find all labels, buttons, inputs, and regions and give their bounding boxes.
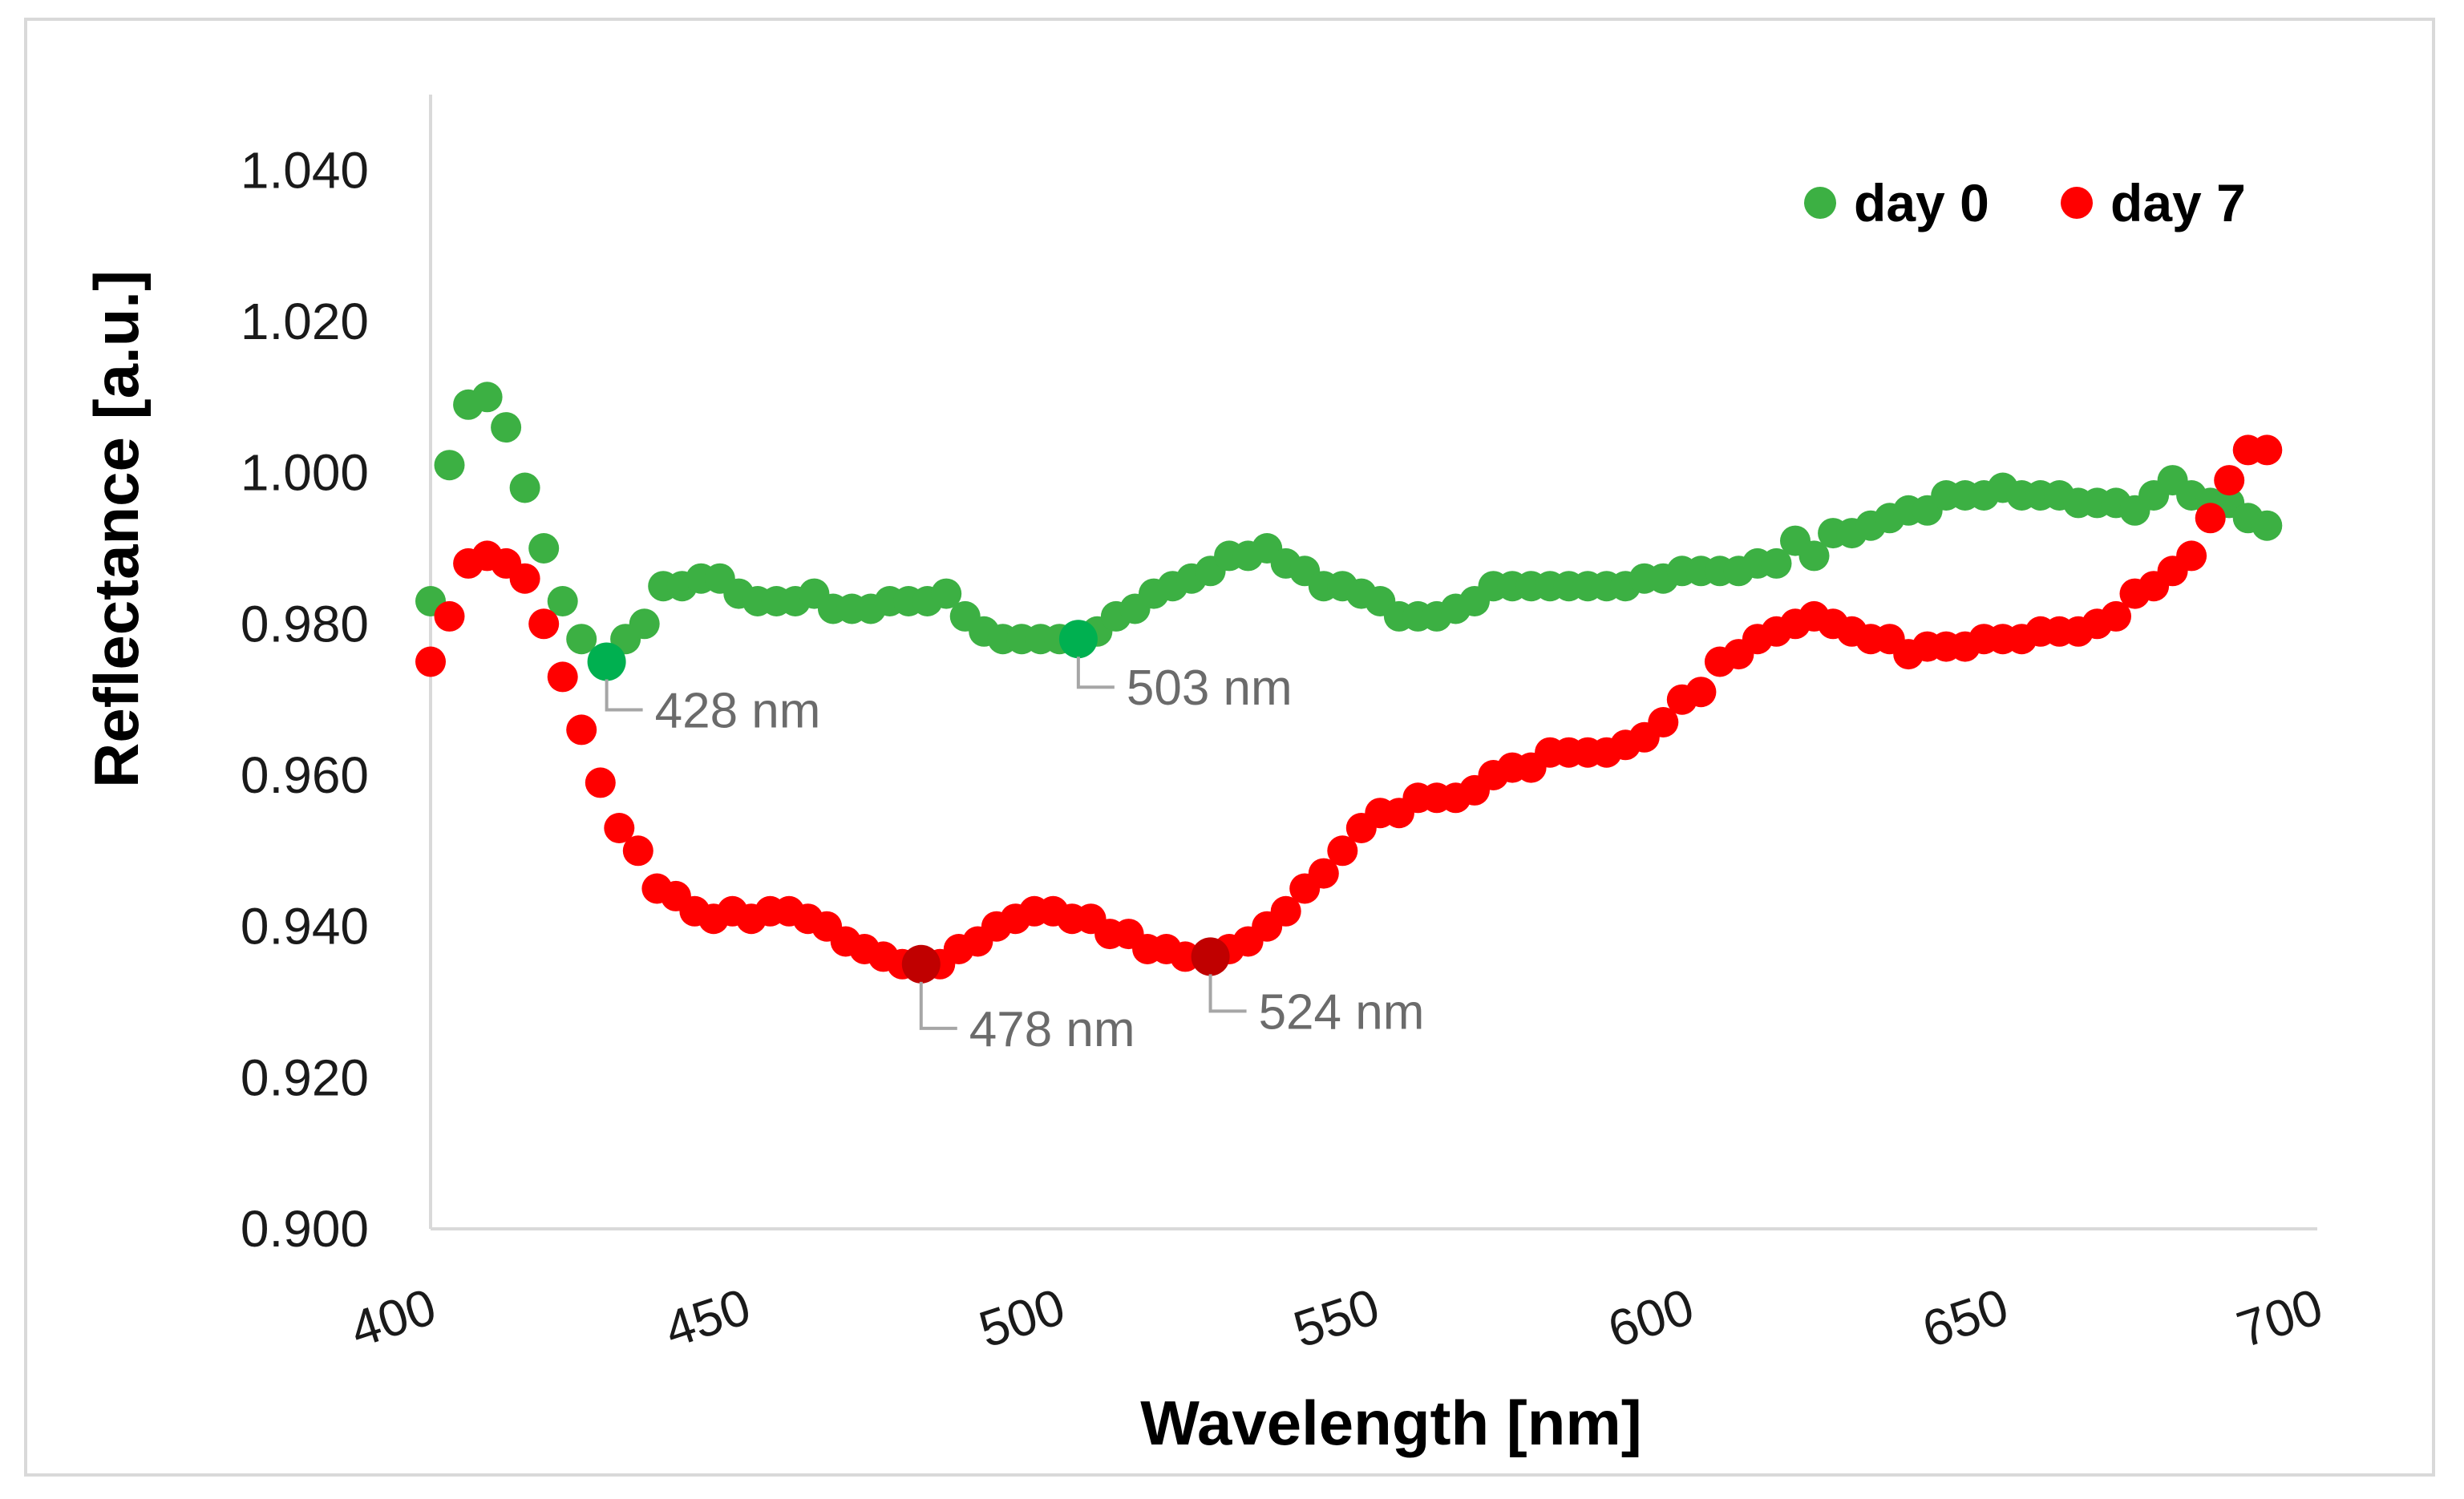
annotation-leader-line xyxy=(919,981,957,1030)
annotation-marker xyxy=(1191,937,1230,976)
y-tick-label: 0.940 xyxy=(241,898,369,956)
data-point-day-0 xyxy=(434,450,465,481)
y-tick-label: 0.980 xyxy=(241,595,369,653)
data-point-day-0 xyxy=(566,624,597,655)
data-point-day-7 xyxy=(1308,858,1339,889)
data-point-day-0 xyxy=(471,382,503,413)
annotation-marker xyxy=(901,944,941,984)
annotation-label: 428 nm xyxy=(655,684,821,739)
data-point-day-7 xyxy=(528,608,560,640)
x-tick-label: 700 xyxy=(2230,1277,2329,1358)
data-point-day-0 xyxy=(1798,540,1830,572)
legend-marker-day7 xyxy=(2061,187,2093,219)
data-point-day-0 xyxy=(1761,547,1792,579)
annotation-marker xyxy=(587,642,626,681)
data-point-day-7 xyxy=(2101,600,2131,632)
series-layer xyxy=(415,382,2283,980)
data-point-day-0 xyxy=(931,578,962,609)
data-point-day-0 xyxy=(547,586,578,616)
y-axis-title: Reflectance [a.u.] xyxy=(81,270,152,788)
legend: day 0 day 7 xyxy=(1804,173,2246,232)
data-point-day-0 xyxy=(629,608,660,640)
annotation-marker xyxy=(1058,620,1098,659)
annotation-label: 478 nm xyxy=(969,1002,1135,1057)
data-point-day-7 xyxy=(2252,434,2283,466)
y-tick-label: 0.960 xyxy=(241,746,369,804)
y-tick-label: 1.000 xyxy=(241,444,369,502)
data-point-day-7 xyxy=(509,563,540,594)
x-axis-title: Wavelength [nm] xyxy=(1140,1388,1641,1458)
data-point-day-7 xyxy=(1327,835,1358,867)
data-point-day-7 xyxy=(2195,503,2226,534)
annotation-leader-line xyxy=(1208,974,1247,1013)
data-point-day-0 xyxy=(2252,510,2283,541)
legend-label-day7: day 7 xyxy=(2110,173,2246,232)
chart-frame xyxy=(24,18,2435,1477)
data-point-day-7 xyxy=(585,767,616,798)
x-tick-label: 650 xyxy=(1916,1277,2015,1358)
data-point-day-7 xyxy=(622,835,653,867)
data-point-day-7 xyxy=(1270,895,1301,927)
series-day-0 xyxy=(415,382,2283,677)
data-point-day-7 xyxy=(1685,677,1717,708)
series-day-7 xyxy=(415,434,2283,980)
y-tick-label: 0.920 xyxy=(241,1048,369,1106)
legend-label-day0: day 0 xyxy=(1854,173,1989,232)
data-point-day-7 xyxy=(547,661,578,693)
data-point-day-7 xyxy=(604,813,635,843)
data-point-day-7 xyxy=(2214,465,2245,496)
axes xyxy=(429,95,2317,1230)
x-tick-labels: 400 450 500 550 600 650 700 xyxy=(343,1277,2329,1358)
annotation-leader-line xyxy=(605,679,643,712)
data-point-day-7 xyxy=(1648,707,1679,737)
y-tick-label: 1.040 xyxy=(241,141,369,199)
x-tick-label: 500 xyxy=(973,1277,1072,1358)
annotation-leader-line xyxy=(1076,657,1115,689)
data-point-day-7 xyxy=(2176,540,2207,572)
annotation-label: 524 nm xyxy=(1259,984,1425,1040)
data-point-day-7 xyxy=(566,714,597,745)
data-point-day-7 xyxy=(415,646,446,677)
y-tick-label: 1.020 xyxy=(241,293,369,350)
x-tick-label: 400 xyxy=(343,1277,443,1358)
data-point-day-7 xyxy=(434,600,465,632)
annotation-label: 503 nm xyxy=(1127,661,1293,716)
data-point-day-0 xyxy=(509,472,540,503)
data-point-day-0 xyxy=(491,412,522,443)
y-tick-labels: 0.900 0.920 0.940 0.960 0.980 1.000 1.020 1.040 xyxy=(241,141,369,1258)
y-tick-label: 0.900 xyxy=(241,1200,369,1258)
annotation-layer: 428 nm 503 nm 478 nm 524 nm xyxy=(587,620,1425,1057)
legend-marker-day0 xyxy=(1804,187,1836,219)
x-tick-label: 550 xyxy=(1287,1277,1386,1358)
x-tick-label: 600 xyxy=(1601,1277,1701,1358)
x-tick-label: 450 xyxy=(657,1277,757,1358)
data-point-day-0 xyxy=(528,533,560,564)
